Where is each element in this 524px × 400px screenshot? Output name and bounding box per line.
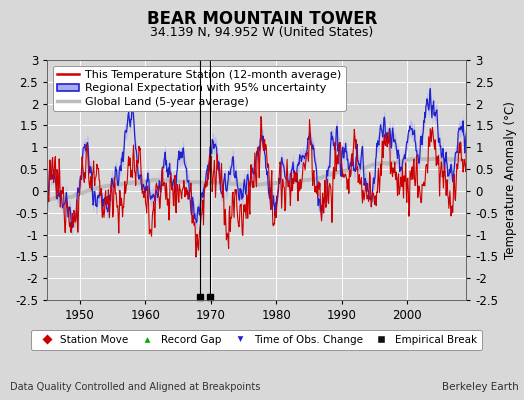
Text: Data Quality Controlled and Aligned at Breakpoints: Data Quality Controlled and Aligned at B… <box>10 382 261 392</box>
Text: BEAR MOUNTAIN TOWER: BEAR MOUNTAIN TOWER <box>147 10 377 28</box>
Legend: This Temperature Station (12-month average), Regional Expectation with 95% uncer: This Temperature Station (12-month avera… <box>53 66 346 111</box>
Text: 34.139 N, 94.952 W (United States): 34.139 N, 94.952 W (United States) <box>150 26 374 39</box>
Y-axis label: Temperature Anomaly (°C): Temperature Anomaly (°C) <box>504 101 517 259</box>
Text: Berkeley Earth: Berkeley Earth <box>442 382 519 392</box>
Legend: Station Move, Record Gap, Time of Obs. Change, Empirical Break: Station Move, Record Gap, Time of Obs. C… <box>31 330 482 350</box>
